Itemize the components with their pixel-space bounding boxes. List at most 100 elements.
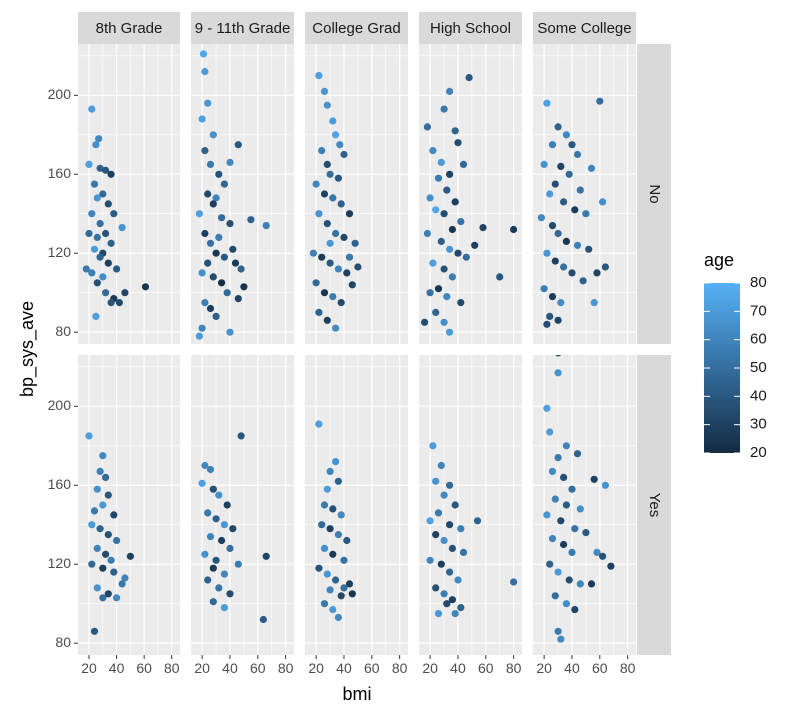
data-point bbox=[326, 259, 334, 267]
data-point bbox=[599, 198, 607, 206]
points-3-2 bbox=[315, 420, 356, 622]
data-point bbox=[320, 600, 329, 608]
data-point bbox=[329, 505, 337, 513]
data-point bbox=[332, 576, 340, 584]
data-point bbox=[573, 450, 582, 458]
data-point bbox=[104, 259, 112, 267]
data-point bbox=[326, 525, 334, 533]
data-point bbox=[554, 229, 562, 238]
data-point bbox=[247, 216, 255, 224]
data-point bbox=[543, 404, 551, 412]
x-tick-label: 60 bbox=[250, 660, 266, 676]
data-point bbox=[437, 461, 445, 470]
data-point bbox=[226, 328, 234, 336]
x-tick-label: 20 bbox=[536, 660, 552, 676]
data-point bbox=[457, 525, 465, 533]
data-point bbox=[218, 279, 226, 287]
points-5-2 bbox=[543, 355, 615, 643]
data-point bbox=[571, 606, 579, 614]
data-point bbox=[448, 273, 456, 281]
data-point bbox=[582, 529, 590, 537]
data-point bbox=[220, 604, 228, 612]
data-point bbox=[337, 200, 345, 208]
data-point bbox=[229, 245, 237, 253]
x-tick-label: 20 bbox=[81, 660, 97, 676]
y-tick-label: 160 bbox=[48, 165, 72, 181]
data-point bbox=[557, 299, 565, 307]
legend-label: 80 bbox=[750, 274, 767, 291]
data-point bbox=[107, 299, 115, 307]
data-point bbox=[554, 123, 562, 131]
data-point bbox=[99, 273, 107, 281]
data-point bbox=[262, 222, 270, 230]
data-point bbox=[206, 465, 215, 474]
data-point bbox=[209, 485, 217, 493]
data-point bbox=[599, 552, 607, 560]
facet-panel-2-2 bbox=[191, 355, 294, 655]
data-point bbox=[340, 150, 348, 159]
data-point bbox=[118, 224, 126, 232]
panel-background bbox=[419, 355, 522, 655]
data-point bbox=[565, 576, 573, 584]
data-point bbox=[326, 586, 334, 594]
data-point bbox=[573, 150, 582, 159]
data-point bbox=[229, 525, 237, 533]
data-point bbox=[343, 269, 351, 277]
data-point bbox=[102, 550, 110, 558]
data-point bbox=[315, 564, 323, 572]
data-point bbox=[459, 160, 468, 168]
data-point bbox=[104, 531, 112, 539]
data-point bbox=[206, 533, 215, 541]
data-point bbox=[201, 550, 209, 558]
data-point bbox=[426, 517, 434, 525]
data-point bbox=[312, 180, 320, 188]
data-point bbox=[332, 131, 340, 139]
data-point bbox=[107, 239, 115, 247]
strip-col-3: College Grad bbox=[305, 12, 408, 44]
data-point bbox=[576, 186, 584, 194]
points-5-1 bbox=[537, 97, 610, 328]
data-point bbox=[554, 627, 562, 635]
data-point bbox=[462, 253, 470, 261]
x-tick-label: 40 bbox=[222, 660, 238, 676]
data-point bbox=[429, 442, 437, 450]
y-axis-title: bp_sys_ave bbox=[17, 301, 38, 397]
data-point bbox=[546, 560, 554, 568]
strip-col-2: 9 - 11th Grade bbox=[191, 12, 294, 44]
data-point bbox=[446, 481, 454, 489]
data-point bbox=[432, 308, 440, 316]
data-point bbox=[540, 160, 548, 168]
data-point bbox=[548, 222, 557, 230]
facet-panel-4-1 bbox=[419, 44, 522, 344]
data-point bbox=[107, 556, 115, 564]
data-point bbox=[96, 220, 104, 228]
data-point bbox=[448, 225, 456, 234]
data-point bbox=[334, 174, 342, 182]
points-2-1 bbox=[195, 50, 270, 340]
data-point bbox=[571, 206, 579, 214]
data-point bbox=[226, 544, 234, 553]
data-point bbox=[121, 574, 129, 582]
data-point bbox=[446, 245, 454, 253]
data-point bbox=[546, 312, 554, 320]
data-point bbox=[259, 615, 267, 624]
data-point bbox=[354, 263, 362, 271]
data-point bbox=[220, 180, 228, 188]
data-point bbox=[315, 210, 323, 218]
data-point bbox=[451, 501, 459, 509]
data-point bbox=[92, 312, 100, 320]
data-point bbox=[198, 479, 206, 487]
data-point bbox=[201, 461, 209, 470]
data-point bbox=[104, 491, 112, 499]
data-point bbox=[343, 536, 351, 545]
data-point bbox=[90, 245, 99, 253]
panel-background bbox=[191, 355, 294, 655]
data-point bbox=[560, 198, 568, 206]
data-point bbox=[471, 241, 479, 249]
data-point bbox=[195, 210, 203, 218]
data-point bbox=[576, 580, 584, 588]
data-point bbox=[93, 279, 101, 287]
data-point bbox=[434, 610, 443, 618]
data-point bbox=[454, 249, 462, 257]
